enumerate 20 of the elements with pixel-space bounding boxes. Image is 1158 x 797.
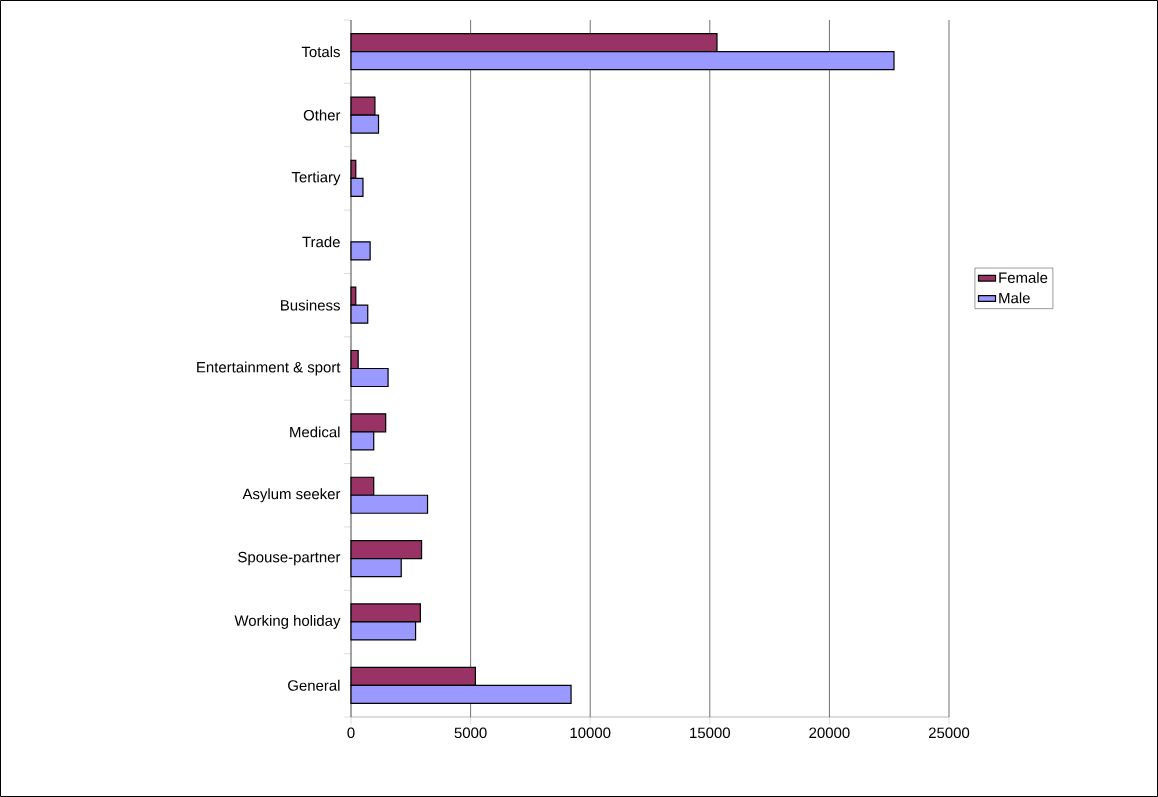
x-tick-label: 15000 <box>690 727 730 739</box>
bar <box>350 241 371 261</box>
y-tick-label: Medical <box>290 426 340 438</box>
y-tick-label: Business <box>281 299 340 311</box>
x-tick-label: 5000 <box>454 727 487 739</box>
y-tick-label: Trade <box>302 236 340 248</box>
x-tick-label: 20000 <box>809 727 850 739</box>
legend-label: Male <box>999 292 1030 304</box>
x-tick-label: 25000 <box>928 727 970 739</box>
y-tick-label: Entertainment & sport <box>197 361 341 376</box>
y-tick-label: Other <box>303 109 341 121</box>
x-tick-label: 0 <box>347 727 355 739</box>
y-tick-label: Tertiary <box>291 171 341 186</box>
x-tick-label: 10000 <box>570 727 611 739</box>
y-tick-label: Totals <box>301 46 340 58</box>
y-tick-label: Asylum seeker <box>242 488 341 503</box>
y-tick-label: Working holiday <box>234 615 341 629</box>
legend-label: Female <box>999 272 1048 283</box>
y-tick-label: Spouse-partner <box>238 551 341 566</box>
y-tick-label: General <box>288 679 340 691</box>
